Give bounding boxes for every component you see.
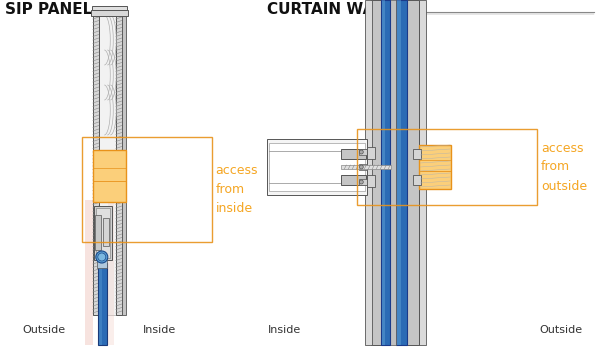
Circle shape xyxy=(98,253,106,261)
Bar xyxy=(91,10,128,16)
Bar xyxy=(359,164,367,170)
Bar xyxy=(99,263,102,345)
Bar xyxy=(116,12,122,315)
Bar xyxy=(341,165,391,169)
Bar xyxy=(85,200,93,345)
Bar xyxy=(359,149,367,155)
Bar xyxy=(359,179,367,185)
Text: Inside: Inside xyxy=(268,325,301,335)
Bar xyxy=(413,149,421,159)
Text: Inside: Inside xyxy=(143,325,176,335)
Bar xyxy=(382,0,385,345)
Bar xyxy=(98,263,107,345)
Bar xyxy=(341,149,366,159)
Bar xyxy=(397,0,401,345)
Bar xyxy=(99,12,116,315)
Bar xyxy=(367,175,375,187)
Bar xyxy=(390,0,396,345)
Circle shape xyxy=(96,251,108,263)
Bar xyxy=(365,0,372,345)
Bar xyxy=(97,258,107,268)
Text: Outside: Outside xyxy=(22,325,65,335)
Bar xyxy=(396,0,407,345)
Bar xyxy=(95,215,101,250)
Bar xyxy=(122,12,126,315)
Bar xyxy=(92,6,127,10)
Bar xyxy=(419,0,426,345)
Bar xyxy=(407,0,419,345)
Bar xyxy=(357,129,537,205)
Text: SIP PANEL: SIP PANEL xyxy=(5,2,92,17)
Bar xyxy=(367,147,375,159)
Bar xyxy=(419,145,451,189)
Bar xyxy=(268,139,367,195)
Bar xyxy=(413,175,421,185)
Circle shape xyxy=(359,165,363,169)
Text: access
from
outside: access from outside xyxy=(541,141,587,192)
Text: Outside: Outside xyxy=(539,325,582,335)
Bar xyxy=(108,200,114,345)
Bar xyxy=(341,175,366,185)
Bar xyxy=(82,137,212,242)
Bar xyxy=(93,150,126,202)
Text: access
from
inside: access from inside xyxy=(215,164,258,215)
Bar xyxy=(96,208,110,258)
Bar xyxy=(269,143,365,191)
Bar xyxy=(94,206,112,260)
Bar xyxy=(103,218,109,246)
Circle shape xyxy=(359,150,363,154)
Bar xyxy=(93,12,99,315)
Bar xyxy=(371,0,381,345)
Text: CURTAIN WALL: CURTAIN WALL xyxy=(268,2,394,17)
Circle shape xyxy=(359,180,363,184)
Bar xyxy=(381,0,390,345)
